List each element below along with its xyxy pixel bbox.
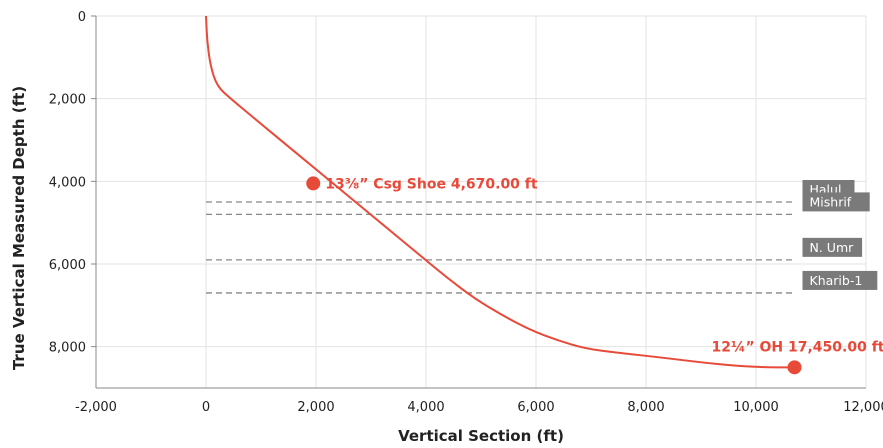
- x-tick-label: 8,000: [627, 400, 664, 415]
- y-tick-label: 6,000: [49, 258, 86, 273]
- x-tick-labels: -2,000 0 2,000 4,000 6,000 8,000 10,000 12,000: [75, 400, 883, 415]
- y-tick-labels: 0 2,000 4,000 6,000 8,000: [49, 10, 86, 356]
- y-tick-label: 2,000: [49, 93, 86, 108]
- well-path-line: [205, 15, 795, 369]
- x-tick-label: 12,000: [843, 400, 883, 415]
- formation-label: Mishrif: [810, 194, 852, 209]
- x-axis-title: Vertical Section (ft): [398, 427, 564, 445]
- x-tick-label: 4,000: [407, 400, 444, 415]
- casing-point-marker: [787, 360, 802, 375]
- x-tick-label: 6,000: [517, 400, 554, 415]
- y-tick-label: 4,000: [49, 175, 86, 190]
- formation-label-box: [802, 270, 878, 290]
- y-tick-label: 8,000: [49, 341, 86, 356]
- axes: [91, 15, 866, 389]
- casing-point-label: 12¼” OH 17,450.00 ft: [711, 339, 883, 355]
- casing-markers: 13⅜” Csg Shoe 4,670.00 ft 12¼” OH 17,450.…: [306, 176, 883, 375]
- casing-point-marker: [306, 176, 321, 191]
- formation-label: N. Umr: [810, 240, 855, 255]
- y-axis-title: True Vertical Measured Depth (ft): [10, 86, 28, 370]
- x-tick-label: 2,000: [297, 400, 334, 415]
- formation-label: Kharib-1: [810, 273, 863, 288]
- casing-point-label: 13⅜” Csg Shoe 4,670.00 ft: [325, 176, 538, 192]
- x-tick-label: 0: [202, 400, 210, 415]
- formation-label-box: [802, 237, 863, 257]
- x-tick-label: -2,000: [75, 400, 117, 415]
- formation-label-box: [802, 192, 870, 212]
- x-tick-label: 10,000: [733, 400, 779, 415]
- well-path-series: [205, 15, 795, 369]
- y-tick-label: 0: [78, 10, 86, 25]
